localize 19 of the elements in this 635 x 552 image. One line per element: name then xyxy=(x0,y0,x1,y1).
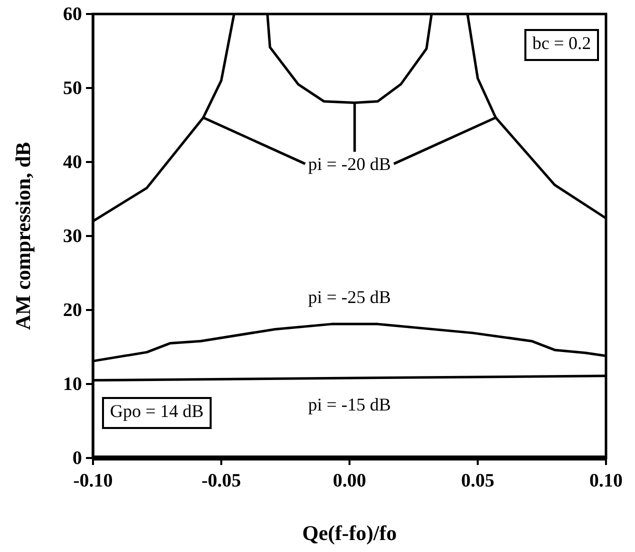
y-axis-title: AM compression, dB xyxy=(11,142,35,330)
x-tick-label: 0.10 xyxy=(589,470,623,492)
text: pi = -20 dB xyxy=(308,154,391,174)
x-tick-label: -0.05 xyxy=(201,470,242,492)
x-tick-label: 0.05 xyxy=(461,470,494,492)
y-tick-label: 40 xyxy=(63,152,82,174)
x-tick-label: -0.10 xyxy=(73,470,113,492)
series-label: pi = -25 dB xyxy=(308,287,391,308)
y-tick-label: 0 xyxy=(72,448,82,470)
y-tick-label: 20 xyxy=(63,300,82,322)
annotation: bc = 0.2 xyxy=(532,33,591,54)
y-tick-label: 30 xyxy=(63,226,82,248)
annotation: Gpo = 14 dB xyxy=(110,401,204,422)
y-tick-label: 10 xyxy=(63,374,82,396)
x-tick-label: 0.00 xyxy=(332,470,366,492)
series-label: pi = -15 dB xyxy=(308,394,391,414)
x-axis-title: Qe(f-fo)/fo xyxy=(302,521,397,545)
y-tick-label: 50 xyxy=(63,78,82,100)
y-tick-label: 60 xyxy=(63,4,82,26)
